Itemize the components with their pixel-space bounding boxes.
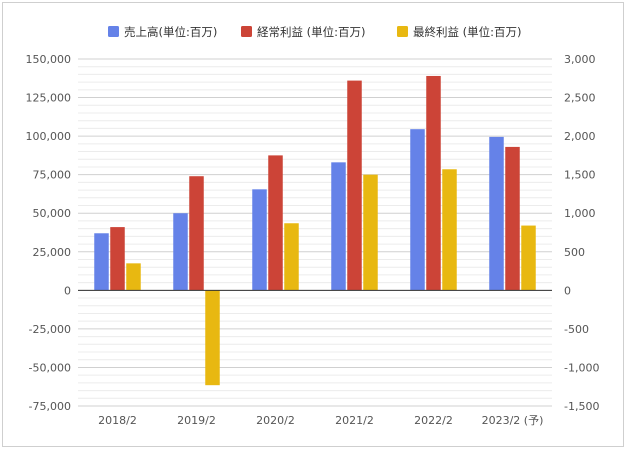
bar-3-1 [126, 263, 141, 291]
bar-1-1 [94, 233, 109, 291]
right-tick-label: 1,500 [564, 169, 596, 182]
left-tick-label: -75,000 [29, 400, 71, 413]
x-tick-label: 2021/2 [335, 414, 374, 427]
right-tick-label: 0 [564, 284, 571, 297]
left-tick-label: 100,000 [26, 130, 72, 143]
legend-label: 最終利益 (単位:百万) [413, 25, 522, 39]
right-tick-label: 2,500 [564, 92, 596, 105]
legend: 売上高(単位:百万) 経常利益 (単位:百万) 最終利益 (単位:百万) [108, 25, 522, 39]
left-tick-label: 150,000 [26, 53, 72, 66]
left-tick-label: 0 [64, 284, 71, 297]
right-tick-label: 1,000 [564, 207, 596, 220]
x-tick-label: 2019/2 [177, 414, 216, 427]
bar-2-1 [110, 227, 125, 291]
legend-swatch [397, 26, 408, 37]
x-tick-label: 2023/2 (予) [482, 414, 544, 427]
right-tick-label: 2,000 [564, 130, 596, 143]
left-tick-label: -25,000 [29, 323, 71, 336]
left-tick-label: 25,000 [33, 246, 72, 259]
bar-3-5 [442, 169, 457, 291]
left-tick-label: -50,000 [29, 361, 71, 374]
x-tick-label: 2018/2 [98, 414, 137, 427]
left-tick-label: 75,000 [33, 169, 72, 182]
x-tick-label: 2020/2 [256, 414, 295, 427]
bar-1-5 [410, 129, 425, 291]
right-tick-label: -1,000 [564, 361, 599, 374]
gridlines [78, 58, 552, 407]
right-axis-ticks: -1,500 -1,000 -500 0 500 1,000 1,500 2,000 2,500… [564, 53, 599, 413]
right-tick-label: -500 [564, 323, 589, 336]
x-tick-label: 2022/2 [414, 414, 453, 427]
left-tick-label: 125,000 [26, 92, 72, 105]
bars [94, 75, 536, 386]
bar-1-6 [489, 136, 504, 291]
left-tick-label: 50,000 [33, 207, 72, 220]
legend-label: 経常利益 (単位:百万) [257, 25, 366, 39]
legend-swatch [108, 26, 119, 37]
legend-label: 売上高(単位:百万) [124, 25, 217, 39]
bar-3-4 [363, 174, 378, 291]
bar-1-4 [331, 162, 346, 291]
right-tick-label: 500 [564, 246, 585, 259]
bar-3-3 [284, 223, 299, 291]
right-tick-label: 3,000 [564, 53, 596, 66]
bar-3-6 [521, 225, 536, 291]
bar-2-3 [268, 155, 283, 291]
bar-2-2 [189, 176, 204, 291]
legend-swatch [241, 26, 252, 37]
x-axis-ticks: 2018/2 2019/2 2020/2 2021/2 2022/2 2023/2 (予) [98, 414, 543, 427]
bar-2-4 [347, 80, 362, 291]
bar-2-6 [505, 146, 520, 291]
chart-frame [2, 2, 624, 447]
right-tick-label: -1,500 [564, 400, 599, 413]
bar-1-3 [252, 189, 267, 291]
left-axis-ticks: -75,000 -50,000 -25,000 0 25,000 50,000 75,000… [26, 53, 72, 413]
bar-1-2 [173, 213, 188, 291]
bar-3-2 [205, 290, 220, 386]
bar-2-5 [426, 75, 441, 291]
